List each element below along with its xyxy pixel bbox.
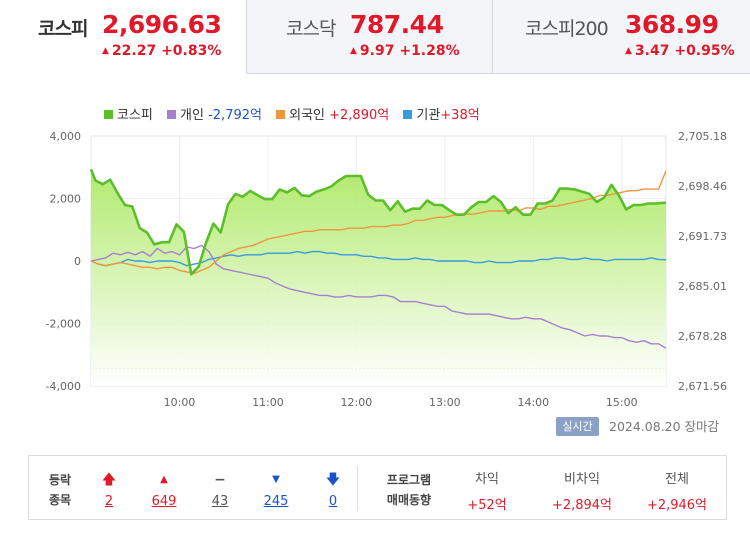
kospi-line: [89, 168, 666, 276]
breadth-up[interactable]: ▲ 649: [144, 470, 184, 509]
left-axis-tick: -2,000: [46, 318, 81, 331]
timestamp: 2024.08.20 장마감: [609, 419, 720, 434]
divider: [357, 466, 358, 511]
institution-line: [90, 250, 667, 267]
right-axis-tick: 2,705.18: [678, 130, 727, 143]
legend-label: 외국인: [289, 108, 325, 123]
breadth-limit-down[interactable]: 🡇 0: [313, 470, 353, 509]
program-header: 차익: [475, 472, 499, 487]
right-axis-tick: 2,691.73: [678, 230, 727, 243]
breadth-label-line2: 종목: [48, 493, 72, 507]
left-axis-tick: 0: [74, 255, 81, 268]
intraday-chart: 4,000 2,000 0 -2,000 -4,000 2,705.18 2,698.46 2…: [46, 130, 727, 409]
index-tabs: 코스피 2,696.63 ▲ 22.27 +0.83% 코스닥 787.44 ▲ 9…: [0, 0, 750, 74]
legend-swatch: [276, 110, 286, 119]
left-axis-tick: 2,000: [50, 193, 82, 206]
index-name: 코스피200: [525, 18, 609, 40]
breadth-count[interactable]: 2: [104, 494, 114, 509]
limit-up-arrow-icon: 🡅: [101, 472, 117, 488]
legend-item-foreign[interactable]: 외국인 +2,890억: [276, 104, 389, 123]
x-axis-tick: 15:00: [606, 396, 638, 409]
dash-icon: −: [214, 472, 226, 488]
index-change: ▲ 9.97 +1.28%: [350, 43, 460, 59]
program-value: +52억: [467, 498, 507, 513]
legend-item-individual[interactable]: 개인 -2,792억: [167, 104, 262, 123]
right-axis-tick: 2,685.01: [678, 280, 727, 293]
kospi-area: [91, 169, 666, 386]
tab-kospi200[interactable]: 코스피200 368.99 ▲ 3.47 +0.95%: [492, 0, 750, 74]
x-axis-tick: 13:00: [429, 396, 461, 409]
foreign-line: [90, 170, 667, 275]
legend-swatch: [104, 110, 113, 119]
breadth-label-line1: 등락: [48, 473, 72, 487]
tab-kospi[interactable]: 코스피 2,696.63 ▲ 22.27 +0.83%: [0, 0, 246, 74]
breadth-count[interactable]: 0: [328, 494, 338, 509]
breadth-unchanged[interactable]: − 43: [200, 470, 240, 509]
program-header: 비차익: [564, 472, 600, 487]
left-axis-tick: 4,000: [50, 130, 82, 143]
right-axis-tick: 2,678.28: [678, 330, 727, 343]
program-label-line2: 매매동향: [386, 493, 432, 507]
program-value: +2,894억: [551, 498, 613, 513]
index-change: ▲ 22.27 +0.83%: [102, 43, 221, 59]
right-axis-tick: 2,671.56: [678, 380, 727, 393]
index-change-text: 3.47 +0.95%: [634, 43, 735, 59]
legend-item-institution[interactable]: 기관+38억: [403, 104, 480, 123]
index-value: 368.99: [625, 10, 719, 39]
legend-value: +2,890억: [329, 108, 390, 123]
index-name: 코스닥: [286, 18, 336, 40]
program-total: 전체 +2,946억: [637, 470, 717, 513]
index-change: ▲ 3.47 +0.95%: [625, 43, 735, 59]
index-name: 코스피: [38, 18, 88, 40]
breadth-count[interactable]: 649: [151, 494, 177, 509]
legend-item-kospi[interactable]: 코스피: [104, 104, 153, 123]
tab-kosdaq[interactable]: 코스닥 787.44 ▲ 9.97 +1.28%: [246, 0, 493, 74]
program-label-line1: 프로그램: [386, 473, 432, 487]
market-summary-panel: 등락 종목 🡅 2 ▲ 649 − 43 ▼ 245 🡇 0 프로그램 매매동향…: [28, 455, 727, 520]
legend-swatch: [167, 110, 177, 119]
legend-label: 개인: [180, 108, 204, 123]
down-triangle-icon: ▼: [272, 474, 280, 485]
up-triangle-icon: ▲: [350, 46, 357, 56]
limit-down-arrow-icon: 🡇: [325, 472, 341, 488]
legend-label: 기관: [416, 108, 441, 123]
up-triangle-icon: ▲: [102, 46, 109, 56]
realtime-badge[interactable]: 실시간: [556, 417, 599, 436]
program-value: +2,946억: [646, 498, 708, 513]
up-triangle-icon: ▲: [160, 474, 168, 485]
x-axis-tick: 11:00: [252, 396, 284, 409]
x-axis-tick: 10:00: [164, 396, 196, 409]
breadth-count[interactable]: 245: [263, 494, 289, 509]
legend-value: -2,792억: [208, 108, 262, 123]
program-arbitrage: 차익 +52억: [457, 470, 517, 513]
index-value: 787.44: [350, 10, 444, 39]
chart-legend: 코스피 개인 -2,792억 외국인 +2,890억 기관+38억: [104, 104, 490, 123]
breadth-label: 등락 종목: [45, 470, 75, 510]
right-axis-tick: 2,698.46: [678, 180, 727, 193]
x-axis-tick: 14:00: [517, 396, 549, 409]
breadth-count[interactable]: 43: [211, 494, 229, 509]
program-non-arbitrage: 비차익 +2,894억: [537, 470, 627, 513]
program-label: 프로그램 매매동향: [379, 470, 439, 510]
legend-swatch: [403, 110, 413, 119]
legend-label: 코스피: [117, 108, 153, 123]
program-header: 전체: [665, 472, 689, 487]
breadth-limit-up[interactable]: 🡅 2: [89, 470, 129, 509]
x-axis-tick: 12:00: [341, 396, 373, 409]
index-change-text: 22.27 +0.83%: [111, 43, 222, 59]
up-triangle-icon: ▲: [625, 46, 632, 56]
index-value: 2,696.63: [102, 10, 222, 39]
breadth-down[interactable]: ▼ 245: [256, 470, 296, 509]
legend-value: +38억: [440, 108, 480, 123]
index-change-text: 9.97 +1.28%: [359, 43, 460, 59]
left-axis-tick: -4,000: [46, 380, 81, 393]
